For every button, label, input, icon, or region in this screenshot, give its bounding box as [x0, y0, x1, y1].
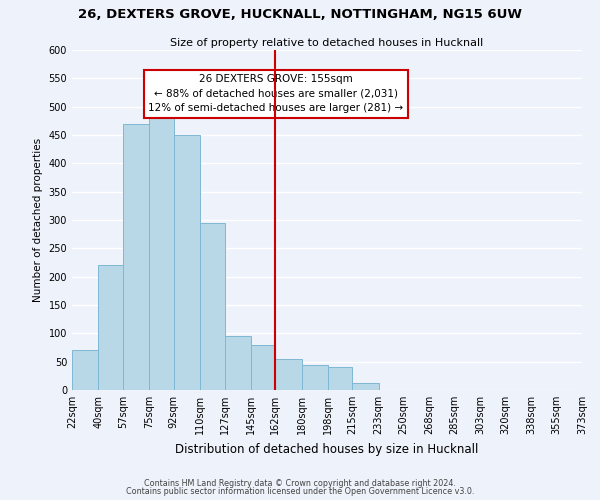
Bar — [149, 118, 174, 390]
Bar — [123, 124, 149, 390]
Bar — [224, 336, 251, 390]
Bar — [98, 266, 123, 390]
Text: 26, DEXTERS GROVE, HUCKNALL, NOTTINGHAM, NG15 6UW: 26, DEXTERS GROVE, HUCKNALL, NOTTINGHAM,… — [78, 8, 522, 20]
Text: Contains HM Land Registry data © Crown copyright and database right 2024.: Contains HM Land Registry data © Crown c… — [144, 479, 456, 488]
Bar — [302, 364, 328, 390]
Bar — [328, 368, 352, 390]
Bar — [200, 223, 224, 390]
Y-axis label: Number of detached properties: Number of detached properties — [33, 138, 43, 302]
Bar — [174, 135, 200, 390]
Bar — [72, 350, 98, 390]
Title: Size of property relative to detached houses in Hucknall: Size of property relative to detached ho… — [170, 38, 484, 48]
Bar — [352, 383, 379, 390]
Text: 26 DEXTERS GROVE: 155sqm
← 88% of detached houses are smaller (2,031)
12% of sem: 26 DEXTERS GROVE: 155sqm ← 88% of detach… — [148, 74, 404, 114]
Bar — [251, 344, 275, 390]
Bar — [275, 359, 302, 390]
Text: Contains public sector information licensed under the Open Government Licence v3: Contains public sector information licen… — [126, 487, 474, 496]
X-axis label: Distribution of detached houses by size in Hucknall: Distribution of detached houses by size … — [175, 442, 479, 456]
